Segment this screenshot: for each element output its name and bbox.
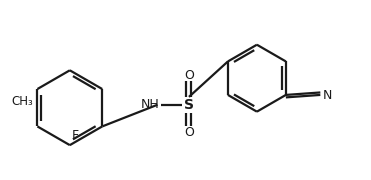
Text: CH₃: CH₃ — [12, 95, 33, 108]
Text: NH: NH — [141, 98, 160, 111]
Text: S: S — [184, 98, 194, 112]
Text: O: O — [184, 126, 194, 139]
Text: N: N — [322, 89, 332, 102]
Text: O: O — [184, 69, 194, 82]
Text: F: F — [72, 129, 79, 142]
